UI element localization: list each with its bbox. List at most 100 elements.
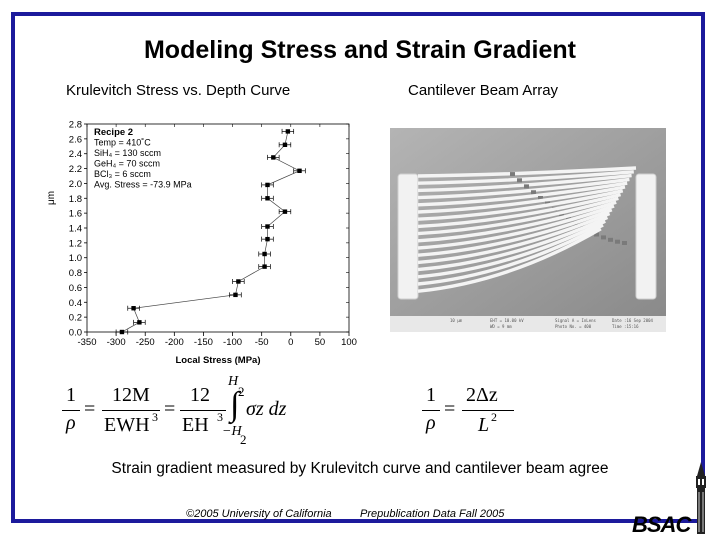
cantilever-beam — [417, 173, 632, 193]
y-tick-label: 2.6 — [69, 134, 82, 145]
f1-den-ewh: EWH — [104, 414, 150, 436]
beam-marker — [594, 232, 599, 237]
beam-marker — [538, 196, 543, 201]
recipe-annotation-line: Recipe 2 — [94, 127, 133, 138]
data-point — [282, 142, 288, 147]
data-point — [119, 329, 125, 335]
stress-depth-chart: -350 -300 -250 -200 -150 -100 -50 0 50 100 0.0 0.2 0… — [46, 120, 357, 367]
y-tick-label: 2.2 — [69, 164, 82, 175]
f1-exp: 3 — [152, 410, 158, 424]
sem-info-strip: 10 μm EHT = 10.00 kV WD = 9 mm Signal A … — [390, 316, 666, 332]
x-tick-label: -300 — [107, 337, 126, 348]
data-point — [285, 129, 291, 134]
left-anchor-pad — [397, 173, 419, 300]
y-tick-label: 0.8 — [69, 268, 82, 279]
y-tick-label: 1.2 — [69, 238, 82, 249]
data-point — [265, 236, 270, 242]
recipe-annotation-line: GeH₄ = 70 sccm — [94, 159, 160, 169]
f1-integrand: σz dz — [246, 398, 287, 420]
y-tick-label: 0.4 — [69, 298, 82, 309]
campanile-tower-icon — [696, 462, 706, 534]
beam-marker — [601, 235, 606, 240]
beam-marker — [524, 184, 529, 189]
krulevitch-subtitle: Krulevitch Stress vs. Depth Curve — [66, 82, 291, 99]
cantilever-beam — [417, 215, 609, 272]
recipe-annotation-line: Temp = 410˚C — [94, 138, 151, 148]
cantilever-beam — [417, 196, 619, 236]
x-tick-label: -200 — [165, 337, 184, 348]
y-tick-label: 2.4 — [69, 149, 82, 160]
f1-lower-h: −H — [222, 424, 242, 439]
cantilever-beam — [417, 181, 628, 207]
cantilever-beam — [417, 166, 637, 178]
x-tick-label: 50 — [315, 337, 326, 348]
photo-no-label: Photo No. = 400 — [555, 324, 592, 329]
f2-exp: 2 — [491, 410, 497, 424]
wd-label: WD = 9 mm — [490, 324, 512, 329]
f1-upper-h: H — [228, 374, 239, 389]
x-axis-label: Local Stress (MPa) — [176, 355, 261, 366]
cantilever-beam — [417, 227, 602, 293]
recipe-annotation-line: Avg. Stress = -73.9 MPa — [94, 180, 192, 190]
cantilever-beams-graphic — [390, 128, 666, 316]
f2-num: 2Δz — [466, 384, 498, 406]
f2-numerator-one: 1 — [426, 384, 436, 406]
f1-upper-2: 2 — [238, 384, 245, 399]
cantilever-sem-image: 10 μm EHT = 10.00 kV WD = 9 mm Signal A … — [390, 128, 666, 332]
f2-rho: ρ — [426, 412, 436, 434]
y-axis-label: μm — [46, 191, 57, 205]
cantilever-beam — [417, 212, 611, 265]
beam-marker — [615, 239, 620, 244]
recipe-annotation-line: SiH₄ = 130 sccm — [94, 148, 161, 158]
y-tick-label: 1.0 — [69, 253, 82, 264]
y-tick-label: 0.0 — [69, 328, 82, 339]
beam-marker — [622, 240, 627, 245]
stress-profile-line — [121, 131, 301, 333]
data-point — [271, 155, 276, 160]
slide-title: Modeling Stress and Strain Gradient — [143, 36, 577, 64]
footer-copyright: ©2005 University of California — [186, 508, 332, 520]
footer-prepublication: Prepublication Data Fall 2005 — [360, 508, 505, 520]
y-tick-label: 0.6 — [69, 283, 82, 294]
f1-den-eh: EH — [182, 414, 209, 436]
cantilever-subtitle: Cantilever Beam Array — [408, 82, 559, 99]
date-label: Date :16 Sep 2004 — [612, 318, 653, 323]
data-point — [265, 196, 270, 201]
y-tick-label: 1.6 — [69, 209, 82, 220]
f1-lower-2: 2 — [240, 432, 247, 447]
data-point — [131, 306, 136, 311]
data-point — [262, 251, 267, 257]
x-tick-label: 0 — [288, 337, 293, 348]
cantilever-beam — [417, 219, 606, 279]
cantilever-beam — [417, 208, 613, 257]
data-point — [297, 168, 302, 173]
cantilever-beam — [417, 177, 630, 200]
cantilever-beam — [417, 200, 617, 243]
slide-frame — [11, 12, 705, 523]
curvature-deflection-formula: 1 ρ = 2Δz L 2 — [422, 374, 542, 444]
bsac-logo: BSAC — [632, 512, 691, 537]
f1-numerator-one: 1 — [66, 384, 76, 406]
y-tick-label: 1.4 — [69, 224, 82, 235]
cantilever-beam — [417, 204, 615, 250]
y-tick-label: 1.8 — [69, 194, 82, 205]
x-tick-label: -350 — [77, 337, 96, 348]
data-point — [236, 279, 241, 284]
x-tick-label: 100 — [341, 337, 357, 348]
data-point — [265, 182, 270, 188]
beam-marker — [510, 172, 515, 177]
y-tick-label: 0.2 — [69, 313, 82, 324]
f1-num-12: 12 — [190, 384, 210, 406]
f2-den: L — [478, 414, 490, 436]
data-point — [262, 264, 267, 269]
x-tick-label: -100 — [223, 337, 242, 348]
right-anchor-pad — [635, 173, 657, 300]
eht-label: EHT = 10.00 kV — [490, 318, 524, 323]
data-point — [233, 292, 238, 298]
f1-rho: ρ — [66, 412, 76, 434]
x-tick-label: -150 — [194, 337, 213, 348]
cantilever-beam — [417, 192, 622, 229]
scale-bar-label: 10 μm — [450, 318, 463, 323]
beam-marker — [608, 237, 613, 242]
f1-exp-2: 3 — [217, 410, 223, 424]
